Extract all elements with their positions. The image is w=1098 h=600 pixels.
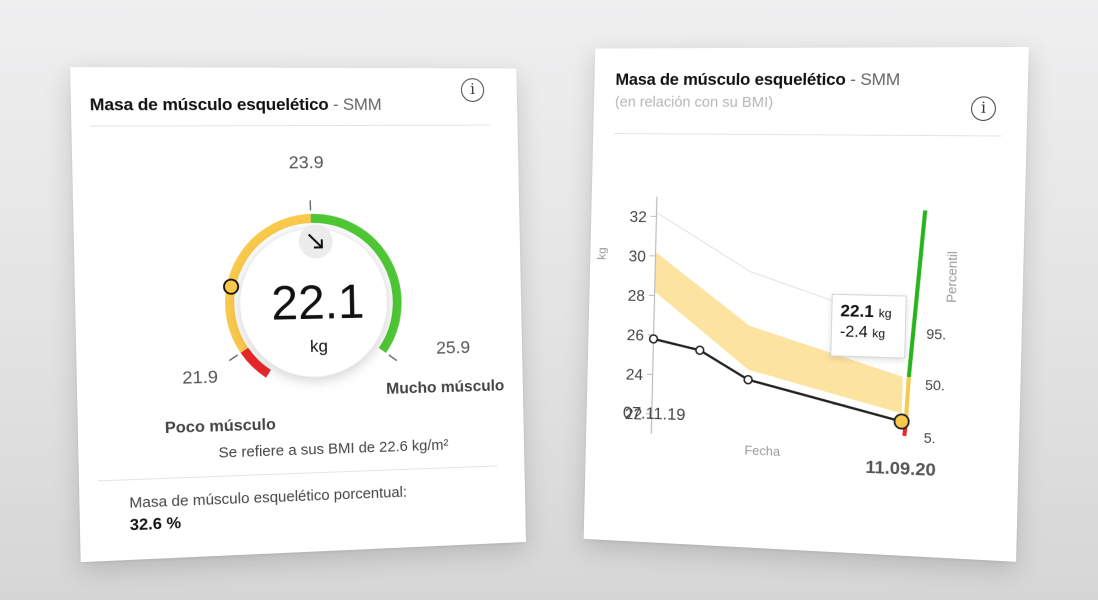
smm-gauge-card: Masa de músculo esquelético - SMM i 22.1… — [70, 67, 526, 562]
threshold-lower: 21.9 — [182, 367, 218, 388]
x-axis-label: Fecha — [744, 442, 781, 459]
tick-top — [389, 355, 397, 361]
card-title: Masa de músculo esquelético - SMM — [90, 95, 382, 116]
percentile-tick-95: 95. — [926, 326, 946, 342]
y-axis-line — [651, 197, 657, 434]
value-tooltip: 22.1 kg -2.4 kg — [830, 294, 906, 359]
percentile-tick-50: 50. — [925, 377, 945, 393]
info-icon[interactable]: i — [971, 96, 997, 121]
x-end-label: 11.09.20 — [865, 456, 936, 480]
percentile-tick-5: 5. — [924, 430, 936, 446]
tooltip-unit: kg — [878, 306, 891, 321]
percentile-bar-high — [909, 210, 925, 377]
info-icon[interactable]: i — [461, 78, 485, 102]
percent-label: Masa de músculo esquelético porcentual: — [129, 484, 407, 512]
y-tick-label: 30 — [629, 248, 647, 265]
gauge-unit: kg — [310, 336, 328, 356]
y-axis-label: kg — [595, 247, 609, 260]
y-tick-label: 28 — [628, 288, 646, 305]
percentile-axis-label: Percentil — [943, 251, 960, 303]
title-divider — [614, 133, 1001, 136]
data-point — [696, 346, 704, 354]
low-muscle-label: Poco músculo — [165, 415, 276, 437]
smm-history-chart: 222426283032 kg 07.11.19 11.09.20 Fecha … — [584, 137, 1027, 562]
tooltip-change-unit: kg — [872, 326, 885, 341]
y-tick-label: 26 — [627, 327, 645, 345]
card-subtitle: (en relación con su BMI) — [615, 94, 774, 111]
bottom-divider — [98, 465, 498, 481]
tooltip-change: -2.4 — [840, 323, 868, 341]
high-muscle-label: Mucho músculo — [386, 377, 505, 398]
data-point — [650, 335, 658, 343]
threshold-top: 25.9 — [436, 337, 470, 357]
threshold-upper: 23.9 — [288, 152, 323, 172]
percent-value: 32.6 % — [130, 515, 182, 535]
title-divider — [90, 125, 490, 127]
bmi-note: Se refiere a sus BMI de 22.6 kg/m² — [218, 437, 448, 462]
tooltip-value: 22.1 — [840, 301, 874, 321]
y-tick-label: 24 — [626, 366, 644, 384]
data-point — [744, 376, 752, 384]
smm-gauge: 22.1 kg 23.9 25.9 21.9 Poco músculo Much… — [72, 129, 525, 469]
tick-lower — [229, 355, 238, 361]
current-point — [894, 414, 909, 429]
gauge-value: 22.1 — [271, 275, 365, 331]
card-title: Masa de músculo esquelético - SMM — [615, 70, 900, 90]
gauge-value-marker — [224, 279, 238, 293]
x-start-label: 07.11.19 — [623, 403, 686, 424]
smm-history-card: Masa de músculo esquelético - SMM (en re… — [584, 47, 1029, 562]
y-tick-label: 32 — [629, 209, 647, 226]
